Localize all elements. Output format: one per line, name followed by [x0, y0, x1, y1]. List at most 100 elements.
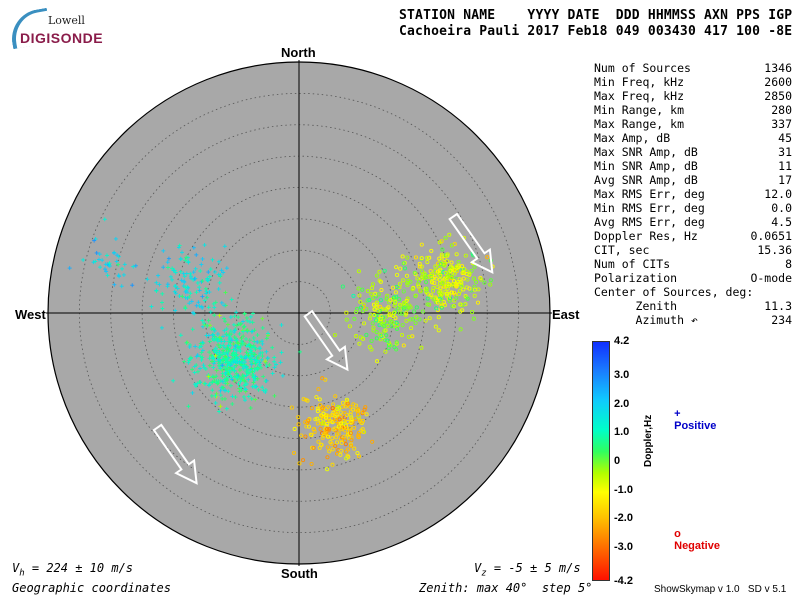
positive-doppler-point	[236, 382, 241, 387]
negative-doppler-point	[441, 284, 446, 289]
negative-doppler-point	[333, 443, 338, 449]
positive-doppler-point	[181, 271, 186, 276]
negative-doppler-point	[355, 412, 361, 417]
stat-value: 11.3	[764, 299, 792, 313]
negative-doppler-point	[304, 424, 309, 429]
colorbar-tick-label: -3.0	[614, 540, 633, 553]
negative-doppler-point	[387, 311, 392, 316]
positive-doppler-point	[214, 394, 219, 399]
positive-doppler-point	[211, 332, 216, 337]
positive-doppler-point	[242, 324, 247, 329]
negative-doppler-point	[314, 395, 319, 400]
positive-doppler-point	[235, 340, 240, 345]
negative-doppler-point	[331, 427, 336, 432]
negative-doppler-point	[349, 438, 354, 443]
positive-doppler-point	[208, 267, 213, 272]
negative-doppler-point	[384, 333, 389, 338]
negative-doppler-point	[327, 449, 332, 454]
negative-doppler-point	[475, 300, 481, 305]
positive-doppler-point	[194, 290, 199, 295]
positive-doppler-point	[242, 360, 247, 365]
negative-doppler-point	[348, 431, 353, 436]
version-info: ShowSkymap v 1.0 SD v 5.1	[654, 584, 787, 595]
positive-doppler-point	[251, 380, 256, 385]
positive-doppler-point	[212, 305, 217, 310]
negative-doppler-point	[356, 433, 361, 438]
negative-doppler-point	[488, 282, 493, 287]
positive-doppler-point	[228, 329, 233, 334]
positive-doppler-point	[117, 274, 122, 279]
negative-doppler-point	[297, 461, 302, 466]
negative-doppler-point	[389, 320, 394, 325]
negative-doppler-point	[449, 243, 454, 248]
positive-doppler-point	[225, 322, 230, 327]
positive-doppler-point	[217, 363, 222, 368]
positive-doppler-point	[200, 256, 205, 261]
negative-doppler-point	[419, 256, 424, 261]
negative-doppler-point	[439, 292, 444, 297]
positive-doppler-point	[200, 355, 205, 360]
stat-label: Num of Sources	[594, 61, 691, 75]
stat-value: 1346	[764, 61, 792, 75]
positive-doppler-point	[178, 333, 183, 338]
lowell-digisonde-logo: Lowell DIGISONDE	[6, 7, 103, 50]
positive-doppler-point	[202, 298, 207, 303]
negative-doppler-point	[417, 264, 422, 269]
positive-doppler-point	[209, 393, 214, 398]
negative-doppler-point	[392, 345, 397, 350]
positive-doppler-point	[260, 339, 265, 344]
negative-doppler-point	[330, 413, 335, 418]
positive-doppler-point	[249, 362, 254, 367]
negative-doppler-point	[465, 277, 470, 282]
negative-doppler-point	[463, 293, 468, 299]
zenith-grid	[46, 60, 552, 566]
negative-doppler-point	[412, 309, 417, 314]
positive-doppler-point	[193, 344, 198, 349]
horizontal-velocity: Vh = 224 ± 10 m/s	[12, 561, 133, 578]
negative-doppler-point	[303, 434, 308, 439]
positive-doppler-point	[228, 383, 233, 388]
negative-doppler-point	[386, 346, 391, 351]
negative-doppler-point	[378, 332, 383, 337]
negative-doppler-point	[458, 279, 463, 285]
negative-doppler-point	[383, 349, 388, 354]
positive-doppler-point	[186, 285, 191, 290]
negative-doppler-point	[369, 338, 374, 344]
positive-doppler-point	[119, 284, 124, 289]
negative-doppler-point	[334, 411, 339, 416]
negative-doppler-point	[437, 256, 442, 261]
positive-doppler-point	[254, 358, 259, 363]
positive-doppler-point	[246, 394, 251, 399]
positive-doppler-point	[196, 300, 201, 305]
negative-doppler-point	[406, 278, 411, 283]
negative-doppler-point	[342, 411, 347, 416]
positive-doppler-point	[187, 358, 192, 363]
negative-doppler-point	[360, 309, 365, 314]
negative-doppler-point	[380, 306, 385, 312]
positive-doppler-point	[221, 343, 226, 348]
negative-doppler-point	[361, 302, 366, 307]
negative-doppler-point	[325, 427, 330, 432]
negative-doppler-point	[324, 430, 329, 436]
negative-doppler-point	[413, 255, 418, 260]
stat-value: 8	[785, 257, 792, 271]
positive-doppler-point	[234, 348, 239, 353]
negative-doppler-point	[320, 408, 325, 413]
negative-doppler-point	[441, 262, 446, 267]
stat-value: 337	[771, 117, 792, 131]
negative-doppler-point	[340, 284, 345, 289]
negative-doppler-point	[378, 298, 383, 303]
negative-doppler-point	[443, 270, 448, 275]
positive-doppler-point	[206, 278, 211, 283]
negative-doppler-point	[363, 405, 368, 410]
positive-doppler-point	[182, 359, 187, 364]
positive-doppler-point	[242, 373, 247, 378]
negative-doppler-point	[349, 435, 354, 440]
stat-label: Max Amp, dB	[594, 131, 671, 145]
positive-doppler-point	[104, 269, 109, 274]
negative-doppler-point	[348, 443, 354, 448]
positive-doppler-point	[234, 375, 239, 380]
positive-doppler-point	[246, 353, 251, 358]
positive-doppler-point	[197, 380, 202, 385]
negative-doppler-point	[442, 256, 447, 262]
